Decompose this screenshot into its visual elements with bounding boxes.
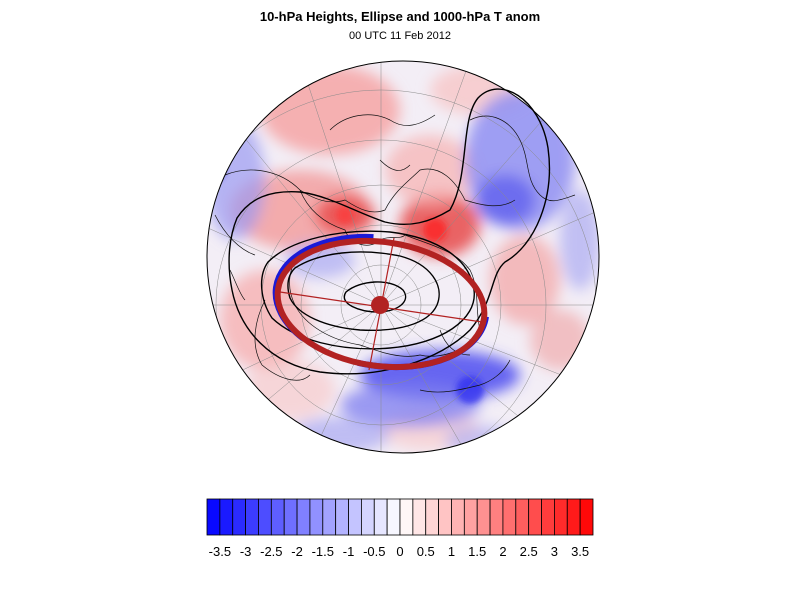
colorbar-box: [463, 498, 478, 536]
colorbar-box: [360, 498, 375, 536]
colorbar-box: [528, 498, 542, 536]
map-subtitle: 00 UTC 11 Feb 2012: [349, 30, 451, 42]
colorbar-tick-label: 3.5: [571, 544, 589, 559]
ellipse-center-marker: [371, 296, 389, 314]
colorbar-box: [373, 498, 388, 536]
colorbar-tick-label: -2.5: [260, 544, 282, 559]
colorbar-box: [476, 498, 491, 536]
colorbar-box: [451, 498, 465, 536]
colorbar-box: [270, 498, 285, 536]
map-boundary: [206, 60, 600, 454]
colorbar-box: [425, 498, 440, 536]
colorbar-box: [245, 498, 259, 536]
colorbar-tick-label: -1: [343, 544, 355, 559]
colorbar-box: [219, 498, 234, 536]
colorbar-tick-label: 2.5: [520, 544, 538, 559]
colorbar-labels: -3.5 -3 -2.5 -2 -1.5 -1 -0.5 0 0.5 1 1.5 2 2.5 3 3.5: [209, 544, 590, 559]
colorbar-box: [296, 498, 311, 536]
colorbar-tick-label: 0: [396, 544, 403, 559]
colorbar-tick-label: 1: [448, 544, 455, 559]
colorbar-tick-label: 1.5: [468, 544, 486, 559]
vortex-ellipse: [272, 233, 490, 371]
colorbar-box: [541, 498, 555, 536]
colorbar-box: [554, 498, 568, 536]
colorbar-box: [412, 498, 427, 536]
colorbar-box: [322, 498, 337, 536]
colorbar-box: [399, 498, 414, 536]
colorbar-tick-label: -3: [240, 544, 252, 559]
colorbar-box: [258, 498, 272, 536]
colorbar-boxes: [206, 498, 594, 536]
colorbar-box: [335, 498, 349, 536]
colorbar-box: [579, 498, 594, 536]
colorbar-box: [489, 498, 504, 536]
colorbar-tick-label: -2: [291, 544, 303, 559]
colorbar-box: [232, 498, 246, 536]
colorbar-box: [309, 498, 324, 536]
colorbar-box: [386, 498, 401, 536]
colorbar-tick-label: -0.5: [363, 544, 385, 559]
colorbar-box: [566, 498, 581, 536]
map-title: 10-hPa Heights, Ellipse and 1000-hPa T a…: [259, 9, 541, 24]
colorbar-tick-label: 2: [499, 544, 506, 559]
colorbar-tick-label: -3.5: [209, 544, 231, 559]
colorbar-box: [438, 498, 452, 536]
colorbar-box: [502, 498, 517, 536]
temperature-anomaly-field: [207, 61, 599, 453]
colorbar-box: [283, 498, 298, 536]
colorbar-box: [206, 498, 221, 536]
colorbar-box: [348, 498, 362, 536]
colorbar-box: [515, 498, 530, 536]
colorbar-tick-label: 0.5: [417, 544, 435, 559]
colorbar-tick-label: -1.5: [312, 544, 334, 559]
height-contours: [228, 88, 551, 375]
colorbar-tick-label: 3: [551, 544, 558, 559]
